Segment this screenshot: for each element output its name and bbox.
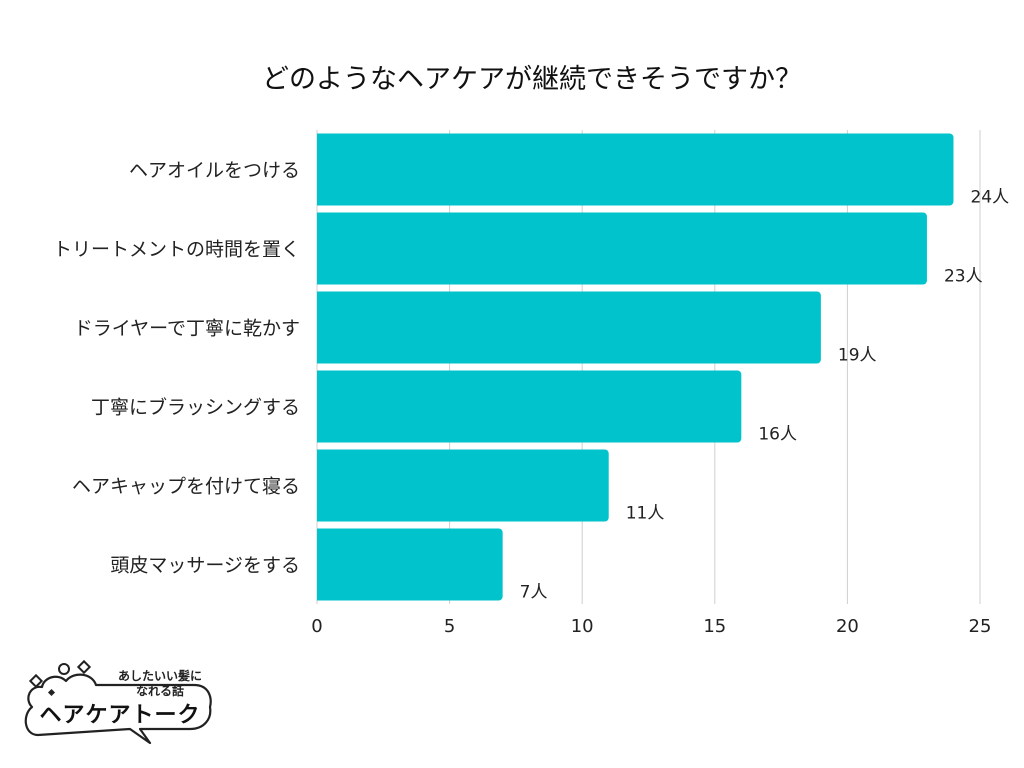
x-tick-label-15: 15: [703, 616, 726, 637]
sparkle-icon: [28, 659, 92, 697]
category-labels: ヘアオイルをつけるトリートメントの時間を置くドライヤーで丁寧に乾かす丁寧にブラッ…: [53, 160, 300, 577]
bar-chart: どのようなヘアケアが継続できそうですか？ ヘアオイルをつけるトリートメントの時間…: [53, 64, 1009, 637]
x-tick-label-25: 25: [969, 616, 992, 637]
x-tick-label-5: 5: [444, 616, 455, 637]
bar-3: [317, 370, 742, 443]
bar-1: [317, 212, 927, 285]
bar-4: [316, 449, 609, 522]
value-label-5: 7人: [520, 583, 548, 603]
category-label-2: ドライヤーで丁寧に乾かす: [74, 318, 300, 340]
speech-bubble-icon: [24, 663, 212, 745]
x-axis-ticks: 0 5 10 15 20 25: [311, 616, 991, 637]
logo-tagline-line2: なれる話: [135, 684, 184, 698]
value-label-4: 11人: [626, 504, 665, 524]
bar-5: [317, 528, 503, 601]
chart-title: どのようなヘアケアが継続できそうですか？: [262, 64, 802, 95]
bar-0: [317, 133, 954, 206]
category-label-5: 頭皮マッサージをする: [110, 555, 300, 577]
logo-brand-name: ヘアケアトーク: [39, 703, 201, 728]
value-labels: 24人 23人 19人 16人 11人 7人: [520, 188, 1009, 603]
value-label-3: 16人: [758, 425, 797, 445]
gridlines: [316, 130, 981, 604]
value-label-0: 24人: [970, 188, 1009, 208]
logo-tagline-line1: あしたいい髪に: [117, 669, 202, 683]
category-label-1: トリートメントの時間を置く: [53, 239, 300, 261]
brand-logo: あしたいい髪に なれる話 ヘアケアトーク: [18, 655, 228, 747]
x-tick-label-0: 0: [311, 616, 322, 637]
bars: [316, 133, 954, 601]
bar-2: [317, 291, 821, 364]
value-label-1: 23人: [944, 267, 983, 287]
logo-tagline: あしたいい髪に なれる話: [110, 669, 210, 699]
x-tick-label-10: 10: [571, 616, 594, 637]
value-label-2: 19人: [838, 346, 877, 366]
category-label-4: ヘアキャップを付けて寝る: [72, 476, 300, 498]
category-label-3: 丁寧にブラッシングする: [91, 396, 300, 419]
category-label-0: ヘアオイルをつける: [129, 160, 300, 182]
x-tick-label-20: 20: [836, 616, 859, 637]
